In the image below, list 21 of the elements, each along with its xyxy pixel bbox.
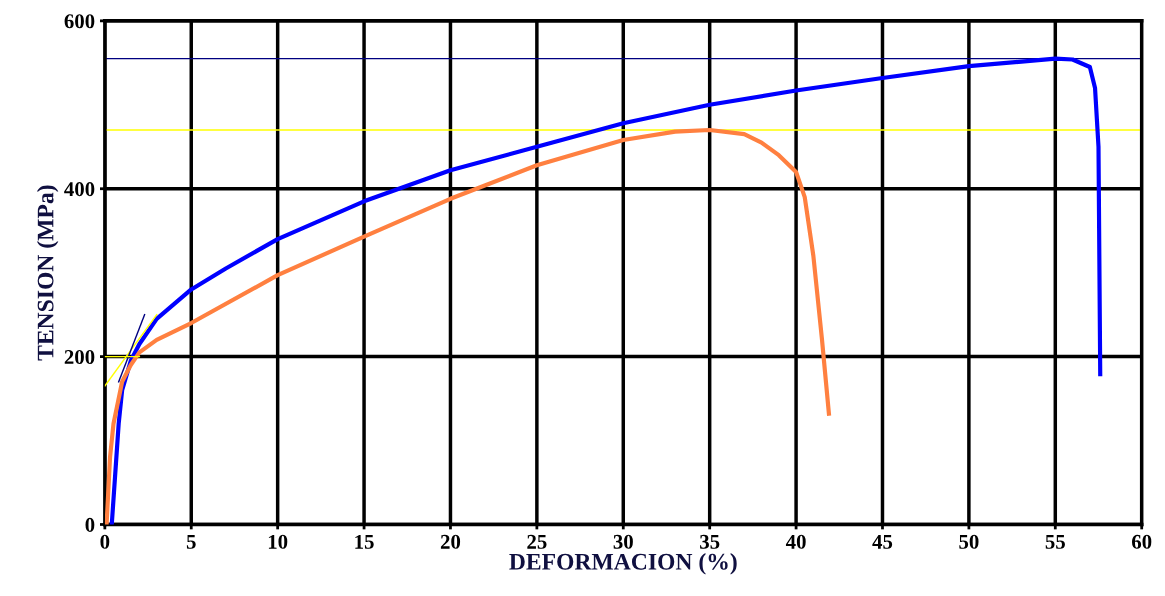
x-tick-label: 55 [1045,535,1065,549]
x-tick-label: 35 [700,534,720,549]
x-tick-label: 25 [527,534,547,549]
x-tick-label: 0 [100,534,110,549]
x-tick-label: 10 [268,534,288,549]
x-tick-label: 50 [959,534,979,549]
y-axis-title: TENSION (MPa) [36,185,59,361]
x-tick-label: 40 [785,534,806,549]
x-tick-label: 30 [613,534,633,549]
line-series [104,127,832,525]
y-tick-label: 600 [64,14,95,29]
y-tick-label: 0 [85,517,95,532]
x-tick-label: 45 [872,534,893,549]
x-tick-label: 20 [440,534,461,549]
line-series [109,56,1103,525]
x-axis-title: DEFORMACION (%) [509,553,737,575]
x-tick-label: 60 [1132,534,1152,549]
y-tick-label: 400 [64,182,95,197]
x-tick-label: 5 [186,535,196,549]
y-tick-label: 200 [64,349,95,365]
x-tick-label: 15 [355,534,374,549]
